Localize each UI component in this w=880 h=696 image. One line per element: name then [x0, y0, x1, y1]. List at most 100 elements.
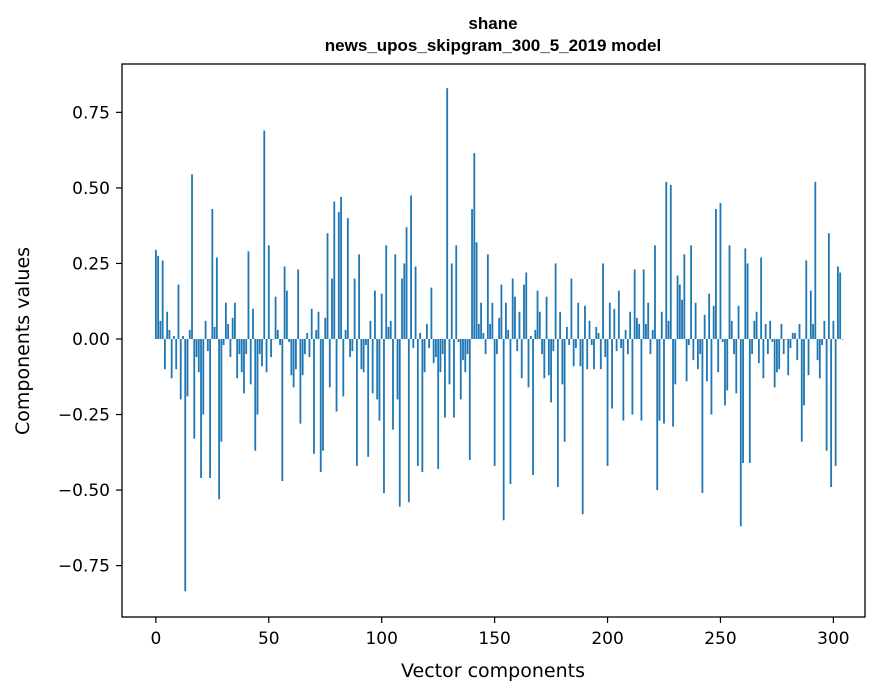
bar — [346, 218, 349, 339]
bar — [398, 338, 401, 507]
bar — [626, 338, 629, 355]
bar — [577, 302, 580, 339]
bar — [495, 338, 498, 355]
bar — [737, 305, 740, 339]
bar — [547, 338, 550, 376]
bar — [276, 329, 279, 339]
bar — [814, 181, 817, 339]
bar — [475, 242, 478, 339]
bar — [283, 266, 286, 339]
bar — [401, 278, 403, 339]
bar — [331, 278, 333, 339]
bar — [432, 338, 435, 364]
bar — [200, 338, 202, 478]
bar — [683, 254, 686, 339]
bar — [520, 338, 523, 379]
bar — [816, 338, 819, 361]
bar — [500, 284, 503, 339]
bar — [636, 317, 638, 339]
bar — [780, 323, 783, 339]
bar — [209, 338, 211, 478]
bar — [593, 338, 595, 370]
bar — [527, 338, 530, 388]
bar — [588, 320, 591, 339]
bar — [823, 320, 826, 339]
bar — [279, 338, 281, 346]
bar — [353, 278, 356, 339]
bar — [414, 266, 417, 339]
y-axis-ticks: −0.75 −0.50 −0.25 0.00 0.25 0.50 0.75 — [58, 103, 122, 577]
bar — [681, 299, 683, 339]
bar — [525, 272, 528, 339]
bar — [459, 338, 462, 400]
bar — [839, 272, 842, 339]
bar — [803, 338, 805, 406]
bar — [477, 323, 480, 339]
bar — [281, 338, 284, 482]
bar — [809, 290, 812, 339]
bar — [590, 338, 593, 346]
bar — [696, 338, 699, 370]
bar — [710, 338, 713, 415]
bar — [392, 338, 394, 430]
bar — [177, 284, 180, 339]
bar — [340, 196, 342, 339]
bar — [446, 88, 449, 339]
bar — [638, 323, 641, 339]
y-tick-label: 0.25 — [72, 254, 110, 274]
bar — [191, 174, 193, 339]
bar — [450, 263, 453, 339]
bar — [818, 338, 821, 379]
bar — [265, 338, 268, 373]
bar — [430, 287, 433, 339]
bar — [534, 329, 537, 339]
y-tick-label: 0.75 — [72, 103, 110, 123]
bar — [473, 153, 476, 339]
bar — [640, 338, 643, 421]
bar — [773, 338, 776, 388]
bar — [552, 338, 555, 352]
bar — [800, 338, 803, 442]
bar — [365, 338, 367, 346]
bar — [794, 332, 796, 339]
bar — [371, 338, 374, 394]
bar — [762, 338, 765, 379]
bar — [387, 326, 390, 339]
bar — [328, 338, 331, 388]
bar — [649, 338, 652, 355]
bar — [360, 338, 363, 370]
bar — [561, 338, 564, 385]
bar — [642, 269, 645, 339]
bar — [543, 338, 546, 379]
bar — [751, 338, 753, 355]
bar — [622, 338, 625, 421]
bar — [739, 338, 742, 527]
bar — [753, 320, 756, 339]
bar — [665, 181, 668, 339]
bar — [654, 245, 656, 339]
bar — [672, 338, 674, 427]
bar — [656, 338, 659, 491]
bar — [229, 338, 232, 358]
bar — [425, 323, 428, 339]
bar — [606, 338, 609, 466]
bar — [310, 308, 313, 339]
bar — [304, 338, 306, 355]
bar — [202, 338, 205, 415]
bar — [394, 254, 397, 339]
bar — [694, 302, 697, 339]
bar — [599, 338, 602, 370]
bar — [337, 212, 340, 339]
bar — [832, 320, 835, 339]
bar — [435, 338, 437, 358]
bars-group — [154, 88, 844, 592]
bar — [175, 338, 178, 370]
bar — [188, 329, 191, 339]
bar — [245, 338, 248, 355]
bar — [274, 296, 277, 339]
bar — [538, 311, 541, 339]
bar — [827, 233, 830, 339]
bar — [195, 338, 198, 358]
bar — [455, 245, 458, 339]
bar — [760, 257, 763, 339]
